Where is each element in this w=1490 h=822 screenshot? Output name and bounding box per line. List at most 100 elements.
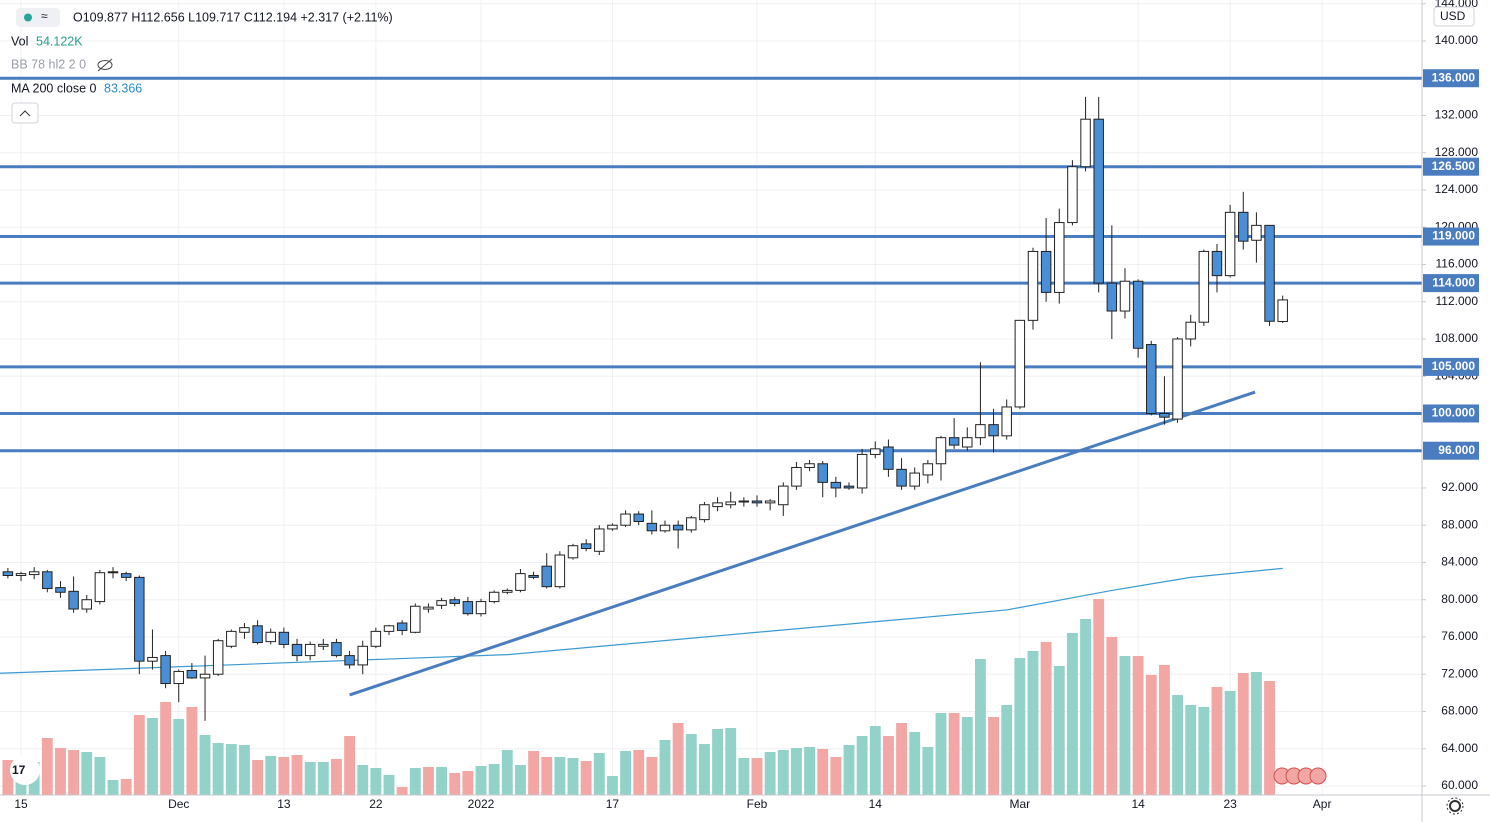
- volume-bar: [107, 780, 119, 795]
- candle-body: [186, 669, 198, 679]
- bb-label: BB 78 hl2 2 0: [11, 57, 86, 71]
- volume-bar: [2, 760, 14, 795]
- event-icons[interactable]: [1273, 767, 1327, 785]
- volume-bar: [120, 779, 132, 795]
- volume-bar: [462, 771, 474, 795]
- level-label-box: [1423, 441, 1479, 460]
- candle-body: [620, 513, 631, 526]
- settings-icon[interactable]: [1446, 797, 1464, 815]
- volume-bar: [777, 750, 789, 795]
- svg-text:17: 17: [12, 763, 26, 777]
- candle-body: [1277, 299, 1288, 322]
- candle-body: [1080, 118, 1091, 168]
- volume-bar: [501, 750, 513, 795]
- candle-body: [331, 642, 342, 657]
- volume-bar: [935, 713, 947, 795]
- volume-bar: [567, 758, 579, 795]
- x-tick-label: 14: [869, 797, 883, 811]
- collapse-icon: [19, 110, 31, 117]
- x-tick-label: Dec: [168, 797, 189, 811]
- candle-body: [1040, 250, 1052, 293]
- grid: [0, 0, 1422, 795]
- volume-bar: [672, 723, 684, 795]
- candle-body: [396, 622, 408, 631]
- candle-body: [173, 670, 184, 685]
- candle-body: [909, 472, 920, 487]
- candle-body: [1251, 224, 1262, 241]
- volume-pane: [2, 599, 1275, 795]
- candle-body: [423, 606, 434, 610]
- symbol-button[interactable]: [16, 8, 60, 27]
- volume-bar: [580, 761, 592, 795]
- y-tick-label: 60.000: [1441, 778, 1478, 792]
- level-label-box: [1423, 404, 1479, 423]
- candle-body: [1198, 250, 1210, 323]
- volume-bar: [436, 767, 448, 795]
- volume-bar: [856, 736, 868, 795]
- volume-bar: [764, 752, 776, 795]
- currency-button[interactable]: [1433, 6, 1475, 27]
- volume-bar: [423, 767, 434, 795]
- volume-bar: [41, 738, 53, 795]
- candle-body: [804, 463, 815, 468]
- candle-body: [1146, 344, 1157, 414]
- candle-body: [304, 643, 316, 657]
- y-tick-label: 144.000: [1435, 0, 1479, 10]
- x-tick-label: 23: [1223, 797, 1237, 811]
- volume-bar: [896, 723, 907, 795]
- hidden-eye-icon[interactable]: [97, 58, 113, 72]
- candle-body: [1106, 282, 1118, 312]
- volume-bar: [869, 726, 881, 795]
- volume-bar: [1080, 619, 1091, 795]
- candle-body: [42, 571, 53, 590]
- candle-body: [725, 501, 736, 506]
- candle-body: [199, 673, 211, 679]
- candle-body: [778, 485, 789, 506]
- candle-body: [830, 481, 842, 489]
- collapse-button[interactable]: [11, 102, 39, 124]
- candle-body: [1001, 406, 1012, 437]
- x-tick-label: Feb: [747, 797, 768, 811]
- volume-bar: [843, 745, 855, 795]
- level-label-box: [1423, 274, 1479, 293]
- volume-bar: [1093, 599, 1105, 795]
- volume-bar: [751, 758, 763, 795]
- volume-bar: [698, 744, 710, 795]
- candle-body: [449, 599, 460, 604]
- chart-icon: ≈: [41, 9, 48, 23]
- volume-bar: [804, 747, 815, 795]
- candle-body: [659, 524, 671, 532]
- level-label: 114.000: [1432, 275, 1475, 289]
- candle-body: [633, 513, 644, 522]
- candle-body: [107, 571, 119, 574]
- candle-body: [738, 500, 750, 503]
- candle-body: [1264, 224, 1275, 322]
- candle-body: [554, 554, 566, 588]
- level-label-box: [1423, 157, 1479, 176]
- volume-bar: [1211, 687, 1223, 795]
- y-tick-label: 64.000: [1441, 741, 1478, 755]
- volume-bar: [304, 762, 316, 795]
- volume-bar: [1264, 681, 1275, 795]
- candle-body: [646, 522, 658, 532]
- level-label: 136.000: [1432, 70, 1476, 84]
- vol-value: 54.122K: [36, 34, 83, 48]
- volume-bar: [620, 751, 632, 795]
- y-tick-label: 116.000: [1436, 257, 1479, 271]
- x-tick-label: 17: [606, 797, 620, 811]
- candle-body: [948, 437, 960, 446]
- candle-body: [120, 573, 132, 578]
- candle-body: [751, 500, 763, 504]
- volume-bar: [1185, 705, 1197, 795]
- candle-body: [357, 645, 368, 666]
- level-label-box: [1423, 357, 1479, 376]
- volume-bar: [1172, 695, 1183, 795]
- volume-bar: [817, 749, 829, 795]
- candle-body: [318, 643, 329, 647]
- volume-bar: [633, 750, 645, 795]
- candle-body: [1185, 321, 1196, 340]
- candle-body: [134, 576, 145, 662]
- volume-bar: [948, 713, 960, 795]
- candle-body: [475, 601, 487, 615]
